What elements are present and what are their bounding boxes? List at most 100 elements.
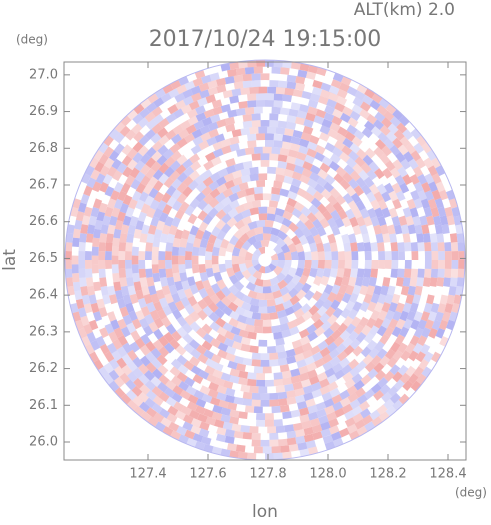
echo-cell xyxy=(299,63,310,72)
echo-cell xyxy=(108,128,120,140)
echo-cell xyxy=(444,303,454,314)
echo-cell xyxy=(414,224,423,235)
echo-cell xyxy=(207,301,219,313)
echo-cell xyxy=(439,215,449,226)
echo-cell xyxy=(151,368,163,380)
echo-cell xyxy=(370,309,381,321)
echo-cell xyxy=(83,185,93,197)
echo-cell xyxy=(282,134,292,143)
echo-cell xyxy=(390,167,401,179)
echo-cell xyxy=(98,153,109,165)
echo-cell xyxy=(221,145,232,155)
echo-cell xyxy=(150,161,162,173)
echo-cell xyxy=(153,228,163,239)
echo-cell xyxy=(273,331,283,340)
echo-cell xyxy=(426,294,435,305)
echo-cell xyxy=(343,344,355,356)
echo-cell xyxy=(383,110,395,122)
echo-cell xyxy=(351,405,363,416)
echo-cell xyxy=(106,233,114,243)
echo-cell xyxy=(384,182,395,194)
echo-cell xyxy=(376,183,387,195)
echo-cell xyxy=(144,195,155,207)
echo-cell xyxy=(214,377,225,387)
echo-cell xyxy=(235,306,246,316)
echo-cell xyxy=(446,215,455,226)
echo-cell xyxy=(81,336,91,347)
echo-cell xyxy=(81,215,91,226)
echo-cell xyxy=(388,207,398,218)
echo-cell xyxy=(305,440,317,449)
echo-cell xyxy=(84,343,95,355)
echo-cell xyxy=(278,316,289,325)
echo-cell xyxy=(158,346,170,358)
echo-cell xyxy=(358,316,369,328)
echo-cell xyxy=(177,172,188,183)
echo-cell xyxy=(431,351,442,363)
echo-cell xyxy=(205,267,214,278)
echo-cell xyxy=(233,74,244,83)
echo-cell xyxy=(247,60,257,68)
echo-cell xyxy=(222,421,233,431)
echo-cell xyxy=(273,60,283,68)
echo-cell xyxy=(171,200,183,212)
echo-cell xyxy=(167,405,179,416)
echo-cell xyxy=(343,268,352,278)
echo-cell xyxy=(392,137,403,149)
echo-cell xyxy=(71,255,79,265)
echo-cell xyxy=(147,416,159,427)
echo-cell xyxy=(132,113,144,125)
echo-cell xyxy=(168,284,178,296)
echo-cell xyxy=(90,302,100,314)
echo-cell xyxy=(391,182,402,194)
echo-cell xyxy=(249,385,259,394)
echo-cell xyxy=(416,373,427,385)
echo-cell xyxy=(253,263,262,272)
echo-cell xyxy=(243,309,254,319)
echo-cell xyxy=(198,221,209,233)
echo-cell xyxy=(178,380,190,392)
echo-cell xyxy=(211,99,223,109)
echo-cell xyxy=(331,329,342,341)
echo-cell xyxy=(120,326,131,338)
echo-cell xyxy=(153,207,163,219)
echo-cell xyxy=(118,251,126,260)
echo-cell xyxy=(322,299,333,310)
echo-cell xyxy=(306,212,318,223)
echo-cell xyxy=(244,324,255,333)
echo-cell xyxy=(238,370,249,379)
echo-cell xyxy=(353,185,365,197)
echo-cell xyxy=(240,224,251,234)
echo-cell xyxy=(286,390,297,399)
echo-cell xyxy=(171,308,183,320)
echo-cell xyxy=(437,206,447,217)
echo-cell xyxy=(320,421,331,431)
echo-cell xyxy=(260,153,270,161)
echo-cell xyxy=(283,168,294,178)
echo-cell xyxy=(349,216,359,228)
echo-cell xyxy=(306,185,317,196)
echo-cell xyxy=(93,198,103,209)
echo-cell xyxy=(151,150,163,162)
echo-cell xyxy=(422,233,431,243)
echo-cell xyxy=(210,113,221,124)
echo-cell xyxy=(379,333,390,345)
echo-cell xyxy=(350,316,362,328)
echo-cell xyxy=(110,190,120,201)
echo-cell xyxy=(143,293,153,305)
echo-cell xyxy=(420,311,430,322)
echo-cell xyxy=(170,430,182,441)
echo-cell xyxy=(443,277,451,287)
echo-cell xyxy=(247,133,257,142)
echo-cell xyxy=(291,61,301,70)
echo-cell xyxy=(169,366,181,377)
echo-cell xyxy=(344,378,356,389)
echo-cell xyxy=(84,251,92,260)
echo-cell xyxy=(117,334,128,346)
echo-cell xyxy=(427,198,437,209)
echo-cell xyxy=(336,95,348,106)
echo-cell xyxy=(258,386,268,394)
echo-cell xyxy=(344,260,352,269)
echo-cell xyxy=(191,246,200,256)
echo-cell xyxy=(234,290,245,301)
